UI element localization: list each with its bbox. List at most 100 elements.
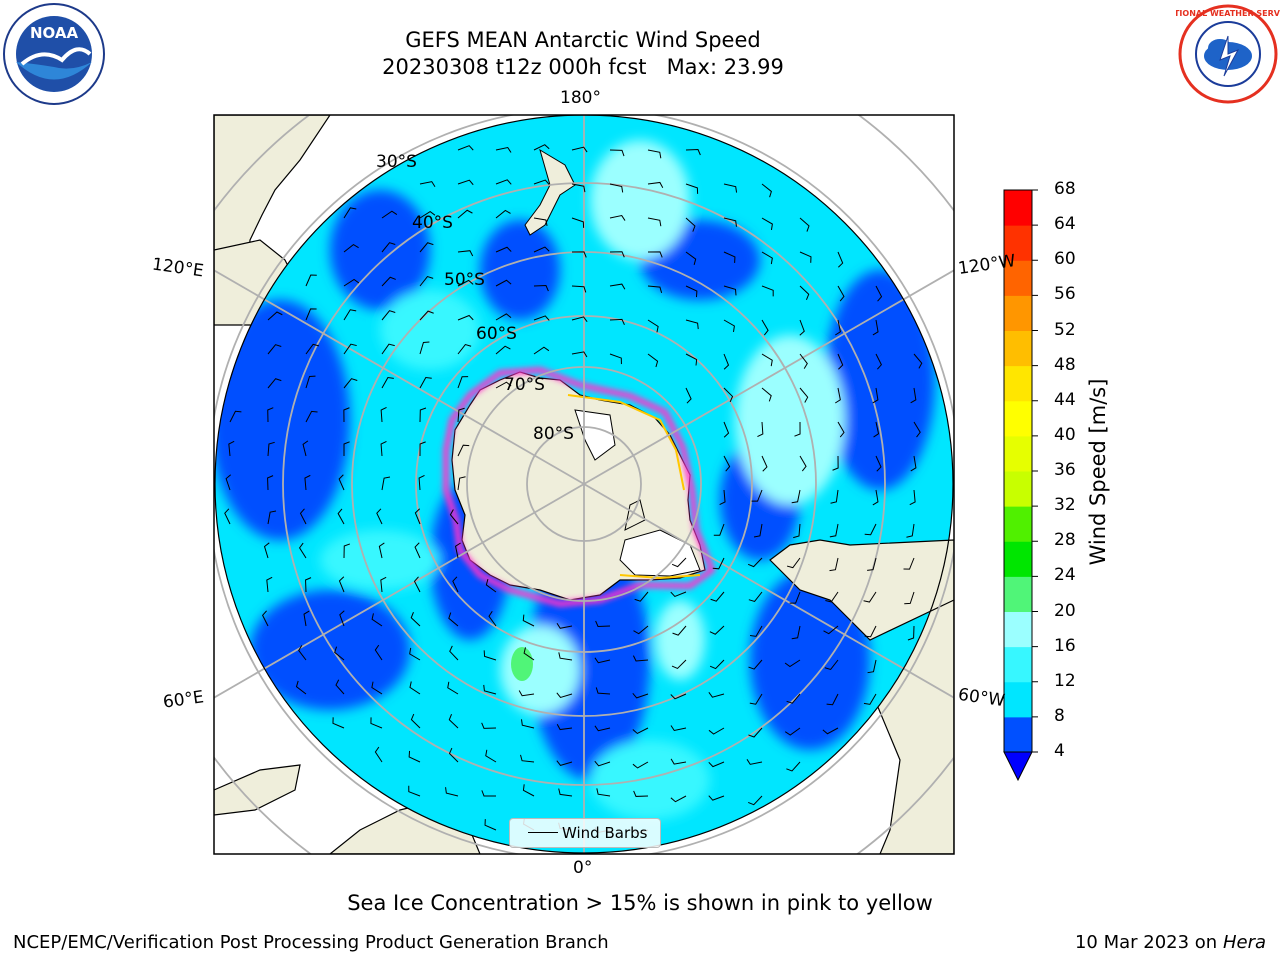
wind-barb	[647, 285, 663, 294]
wind-barb	[414, 508, 421, 525]
wind-barb	[267, 407, 274, 423]
wind-barb	[556, 692, 573, 699]
wind-barb	[305, 410, 318, 423]
meridian-label-180: 180°	[560, 88, 601, 108]
wind-barb	[824, 659, 839, 671]
wind-barb	[794, 421, 801, 437]
wind-barb	[633, 790, 649, 797]
wind-barb	[837, 421, 845, 438]
wind-barb	[335, 679, 345, 695]
wind-barb	[558, 652, 573, 661]
wind-barb	[685, 387, 692, 404]
wind-barb	[484, 819, 497, 831]
wind-barb	[595, 620, 611, 627]
wind-barb	[495, 179, 512, 185]
colorbar-segment	[1004, 716, 1032, 753]
wind-barb	[533, 315, 550, 321]
south-america	[769, 539, 954, 641]
wind-barb	[343, 543, 351, 559]
wind-barb	[378, 542, 385, 559]
colorbar-tick-label: 52	[1054, 319, 1076, 340]
wind-barb	[594, 760, 611, 767]
parallel-label-70s: 70°S	[504, 375, 545, 395]
wind-barb	[910, 387, 917, 404]
wind-barb	[533, 179, 550, 185]
wind-barb	[371, 613, 383, 627]
colorbar-tick-label: 40	[1054, 424, 1076, 445]
wind-barb	[685, 353, 698, 366]
wind-barb	[343, 278, 360, 287]
wind-barb	[757, 421, 764, 437]
new-zealand	[524, 148, 576, 236]
wind-barb	[670, 758, 687, 765]
wind-barb	[263, 542, 270, 559]
wind-barb	[799, 251, 812, 263]
wind-barb	[835, 387, 841, 404]
wind-barb	[370, 717, 383, 729]
colorbar-tick-label: 24	[1054, 565, 1076, 586]
wind-barb	[723, 319, 735, 332]
colorbar-segment	[1004, 260, 1032, 296]
wind-barb	[867, 557, 877, 571]
wind-barb	[872, 387, 879, 404]
wind-barb	[381, 210, 398, 219]
wind-barb	[338, 474, 345, 491]
colorbar-segment	[1004, 471, 1032, 507]
wind-barb	[708, 761, 725, 768]
wind-barb	[332, 717, 345, 729]
wind-barb	[267, 441, 275, 457]
wind-barb	[408, 785, 421, 797]
wind-barb	[229, 410, 242, 423]
wind-barb	[830, 489, 839, 504]
wind-barb	[837, 251, 844, 268]
wind-barb	[481, 790, 497, 797]
wind-barb	[533, 346, 550, 355]
wind-barb	[634, 591, 649, 602]
wind-barb	[751, 489, 763, 502]
wind-barb	[299, 508, 307, 525]
wind-barb	[685, 285, 698, 298]
colorbar-tick-label: 36	[1054, 460, 1076, 480]
wind-barb	[448, 612, 459, 627]
wind-barb	[409, 647, 421, 661]
wind-barb	[305, 577, 312, 593]
colorbar-segment	[1004, 365, 1032, 402]
wind-barb	[571, 183, 586, 193]
colorbar-label: Wind Speed [m/s]	[1086, 378, 1110, 566]
wind-barb	[609, 353, 622, 365]
colorbar-tick-label: 60	[1054, 249, 1076, 270]
wind-barb	[723, 421, 730, 438]
wind-barb	[723, 217, 737, 227]
parallel-label-30s: 30°S	[376, 152, 417, 172]
wind-barb	[784, 659, 801, 668]
wind-barb	[556, 724, 573, 731]
wind-barb	[799, 319, 805, 336]
wind-barb	[647, 149, 662, 159]
wind-barb	[799, 353, 808, 369]
footer-date-text: 10 Mar 2023 on	[1074, 932, 1218, 953]
wind-barb	[495, 279, 512, 287]
wind-barb	[454, 542, 461, 559]
wind-barb	[632, 761, 649, 769]
wind-barb	[632, 655, 649, 662]
wind-barb	[457, 407, 465, 423]
wind-barb	[672, 625, 687, 636]
wind-barb	[863, 591, 877, 603]
wind-barb	[864, 625, 877, 638]
parallel-label-60s: 60°S	[476, 324, 517, 344]
wind-barb	[457, 179, 474, 186]
wind-barb	[381, 476, 391, 491]
wind-barb	[523, 647, 535, 661]
wind-barb	[419, 376, 432, 389]
footer-host: Hera	[1222, 932, 1266, 953]
wind-barb	[864, 523, 877, 536]
wind-barb	[647, 217, 662, 227]
wind-barb	[793, 523, 801, 539]
wind-barb	[457, 343, 472, 355]
colorbar-segment	[1004, 541, 1032, 577]
wind-barb	[225, 474, 232, 491]
colorbar-segment	[1004, 611, 1032, 648]
wind-barb	[267, 344, 282, 355]
wind-barb	[371, 681, 383, 695]
wind-barb	[483, 684, 497, 695]
